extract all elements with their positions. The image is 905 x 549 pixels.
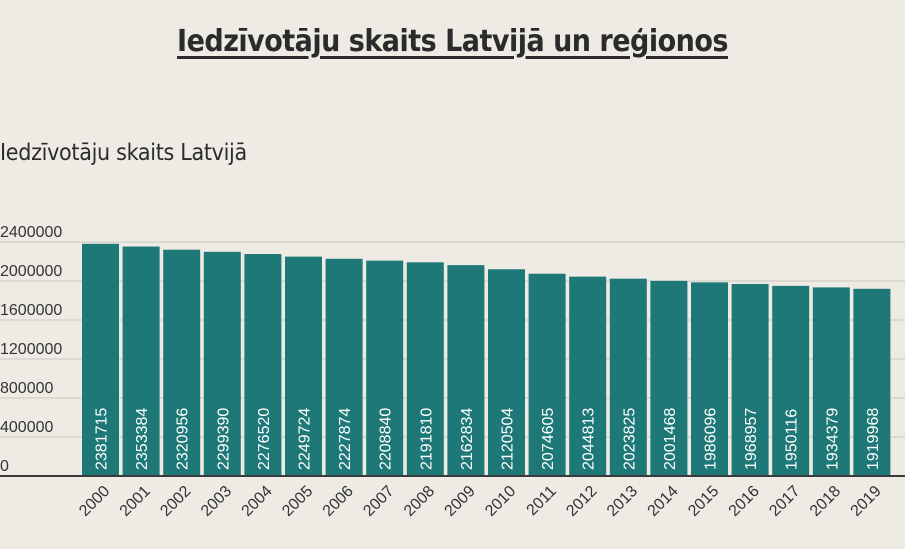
bar-value-label: 1986096 [703,408,720,470]
bar-value-label: 2120504 [500,408,517,470]
x-tick-label: 2008 [401,483,438,520]
bar-value-label: 2191810 [418,408,435,470]
x-tick-label: 2014 [645,483,682,520]
bars [82,243,891,476]
x-tick-label: 2007 [360,483,397,520]
bar [366,260,404,476]
bar [203,251,241,476]
x-tick-label: 2001 [117,483,154,520]
bar-value-label: 2044813 [581,408,598,470]
y-tick-label: 0 [0,458,9,475]
bar-value-label: 1968957 [743,408,760,470]
bar-value-label: 2208840 [378,408,395,470]
bar [82,243,119,476]
bar [731,284,769,476]
bar-value-label: 1934379 [824,408,841,470]
bar [244,254,282,476]
y-tick-label: 2400000 [0,224,62,241]
x-tick-label: 2006 [320,483,357,520]
bar [447,265,485,476]
bar-value-label: 2227874 [337,408,354,470]
bar [528,273,566,476]
y-axis-ticks: 0 400000 800000 1200000 1600000 2000000 240000… [0,224,62,475]
bar [325,258,363,476]
bar-value-label: 2276520 [256,408,273,470]
x-tick-label: 2009 [442,483,479,520]
x-tick-label: 2013 [604,483,641,520]
bar-value-label: 2023825 [621,408,638,470]
bar-value-label: 1950116 [784,409,801,470]
bar [853,288,891,476]
page-title: Iedzīvotāju skaits Latvijā un reģionos [177,24,728,59]
x-tick-label: 2016 [726,483,763,520]
bar [122,246,160,476]
x-tick-label: 2019 [848,483,885,520]
y-tick-label: 400000 [0,419,53,436]
chart-title: Iedzīvotāju skaits Latvijā [0,140,247,166]
bar-value-label: 1919968 [865,408,882,470]
y-tick-label: 1200000 [0,341,62,358]
x-tick-label: 2005 [279,483,316,520]
bar [569,276,607,476]
y-tick-label: 2000000 [0,263,62,280]
x-tick-label: 2000 [76,483,113,520]
bar-value-label: 2299390 [215,408,232,470]
bar-value-label: 2074605 [540,408,557,470]
x-tick-label: 2002 [157,483,194,520]
bar-value-label: 2381715 [94,408,111,470]
y-tick-label: 1600000 [0,302,62,319]
bar [650,280,688,476]
x-tick-label: 2015 [685,483,722,520]
bar [609,278,647,476]
x-tick-label: 2004 [239,483,276,520]
x-tick-label: 2012 [563,483,600,520]
x-axis-ticks: 2000 2001 2002 2003 2004 2005 2006 2007 2008 2009… [76,483,885,520]
x-tick-label: 2003 [198,483,235,520]
bar [285,256,322,476]
x-tick-label: 2018 [807,483,844,520]
x-tick-label: 2011 [524,483,560,519]
x-tick-label: 2017 [766,483,803,520]
bar [772,285,810,476]
y-tick-label: 800000 [0,380,53,397]
bar [406,262,444,476]
bar [488,269,525,476]
bar-value-label: 2320956 [175,408,192,470]
x-tick-label: 2010 [482,483,519,520]
bar-value-label: 2001468 [662,408,679,470]
bar [812,287,850,476]
value-labels: 2381715 2353384 2320956 2299390 2276520 22497… [94,408,882,470]
bar-value-label: 2249724 [297,408,314,470]
bar-value-label: 2353384 [134,408,151,470]
bar [691,282,728,476]
bar-value-label: 2162834 [459,408,476,470]
bar [163,249,201,476]
